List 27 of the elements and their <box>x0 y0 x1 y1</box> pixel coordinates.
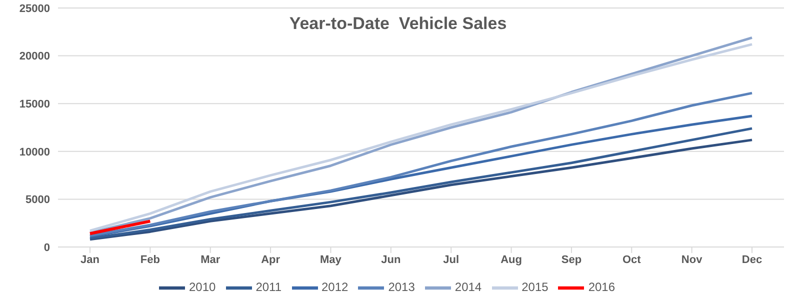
x-tick-label: Jul <box>443 254 460 266</box>
x-tick-label: Feb <box>140 254 160 266</box>
y-tick-label: 20000 <box>19 50 50 63</box>
x-tick-label: Aug <box>500 254 522 266</box>
x-tick-label: Dec <box>742 254 762 266</box>
x-tick-label: May <box>320 254 342 266</box>
x-tick-label: Sep <box>561 254 582 266</box>
y-tick-label: 0 <box>44 242 50 254</box>
x-tick-label: Oct <box>622 254 642 266</box>
legend-label: 2011 <box>256 280 282 294</box>
legend-label: 2012 <box>322 280 348 294</box>
legend-label: 2010 <box>188 280 216 294</box>
legend-label: 2015 <box>522 280 548 294</box>
x-tick-label: Jan <box>80 254 100 266</box>
y-tick-label: 25000 <box>19 2 50 15</box>
x-tick-label: Nov <box>681 254 704 266</box>
legend-label: 2013 <box>388 280 415 294</box>
y-tick-label: 5000 <box>26 194 50 206</box>
y-tick-label: 15000 <box>19 98 50 111</box>
legend-label: 2014 <box>454 280 482 294</box>
x-tick-label: Apr <box>261 254 281 266</box>
x-tick-label: Mar <box>200 254 221 266</box>
line-series <box>88 92 754 237</box>
chart-title: Year-to-Date Vehicle Sales <box>288 14 508 34</box>
y-tick-label: 10000 <box>19 146 50 158</box>
x-tick-label: Jun <box>381 254 401 266</box>
legend-label: 2016 <box>588 280 616 294</box>
